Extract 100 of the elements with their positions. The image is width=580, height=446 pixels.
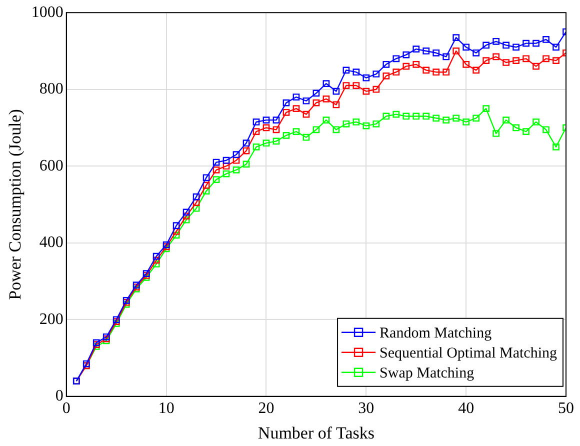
point	[502, 59, 510, 66]
point	[302, 110, 310, 118]
point	[552, 57, 560, 64]
legend-label: Swap Matching	[380, 365, 475, 382]
point	[392, 110, 400, 118]
point	[402, 112, 410, 120]
point	[472, 114, 480, 122]
point	[222, 162, 230, 170]
x-axis-title: Number of Tasks	[258, 423, 374, 442]
y-tick-label: 800	[39, 80, 64, 98]
point	[412, 60, 420, 68]
point	[362, 74, 370, 82]
point	[182, 212, 190, 220]
point	[422, 66, 430, 74]
point	[202, 188, 210, 194]
point	[522, 40, 530, 47]
point	[442, 68, 450, 76]
point	[192, 204, 200, 212]
point	[312, 90, 320, 97]
x-tick-label: 50	[558, 400, 574, 418]
y-tick-label: 0	[55, 388, 64, 405]
x-tick-label: 20	[258, 400, 274, 418]
point	[452, 114, 460, 122]
point	[252, 128, 260, 136]
legend-label: Sequential Optimal Matching	[380, 345, 558, 362]
point	[382, 60, 390, 68]
point	[292, 94, 300, 100]
point	[252, 144, 260, 150]
x-tick-label: 40	[458, 400, 474, 418]
point	[532, 118, 540, 126]
point	[342, 82, 350, 89]
point	[332, 126, 340, 134]
point	[362, 88, 370, 95]
point	[262, 140, 270, 147]
point	[522, 55, 530, 62]
point	[492, 38, 500, 45]
y-tick-label: 1000	[31, 4, 64, 21]
point	[152, 256, 160, 264]
point	[412, 46, 420, 52]
point	[362, 122, 370, 130]
point	[462, 60, 470, 68]
point	[232, 151, 240, 158]
point	[302, 134, 310, 141]
point	[392, 68, 400, 76]
point	[232, 156, 240, 164]
point	[542, 126, 550, 134]
point	[432, 114, 440, 122]
point	[152, 260, 160, 268]
point	[182, 208, 190, 216]
point	[482, 57, 490, 64]
x-tick-label: 30	[358, 400, 374, 418]
point	[322, 116, 330, 124]
point	[342, 66, 350, 74]
point	[212, 176, 220, 183]
point	[282, 108, 290, 116]
point	[172, 228, 180, 235]
point	[402, 51, 410, 58]
point	[332, 101, 340, 108]
point	[242, 147, 250, 154]
point	[462, 44, 470, 51]
point	[442, 53, 450, 60]
point	[542, 55, 550, 62]
point	[472, 66, 480, 74]
point	[422, 48, 430, 54]
point	[382, 112, 390, 120]
point	[302, 97, 310, 104]
point	[242, 160, 250, 168]
point	[262, 116, 270, 124]
point	[372, 120, 380, 128]
point	[372, 70, 380, 78]
point	[432, 68, 440, 76]
legend-label: Random Matching	[380, 325, 492, 342]
point	[392, 55, 400, 62]
point	[442, 116, 450, 124]
point	[272, 116, 280, 124]
point	[222, 170, 230, 178]
point	[482, 42, 490, 49]
point	[312, 99, 320, 106]
point	[412, 112, 420, 120]
y-tick-label: 200	[39, 310, 64, 328]
point	[152, 252, 160, 260]
point	[342, 120, 350, 128]
point	[502, 42, 510, 49]
y-tick-label: 400	[39, 234, 64, 252]
point	[492, 53, 500, 60]
point	[352, 68, 360, 76]
point	[262, 124, 270, 132]
point	[312, 126, 320, 134]
point	[182, 216, 190, 224]
point	[212, 166, 220, 174]
point	[552, 44, 560, 51]
point	[352, 82, 360, 89]
point	[512, 124, 520, 132]
point	[522, 128, 530, 136]
point	[292, 128, 300, 136]
point	[372, 86, 380, 93]
y-tick-label: 600	[39, 157, 64, 174]
point	[352, 118, 360, 126]
point	[202, 182, 210, 189]
point	[532, 62, 540, 70]
